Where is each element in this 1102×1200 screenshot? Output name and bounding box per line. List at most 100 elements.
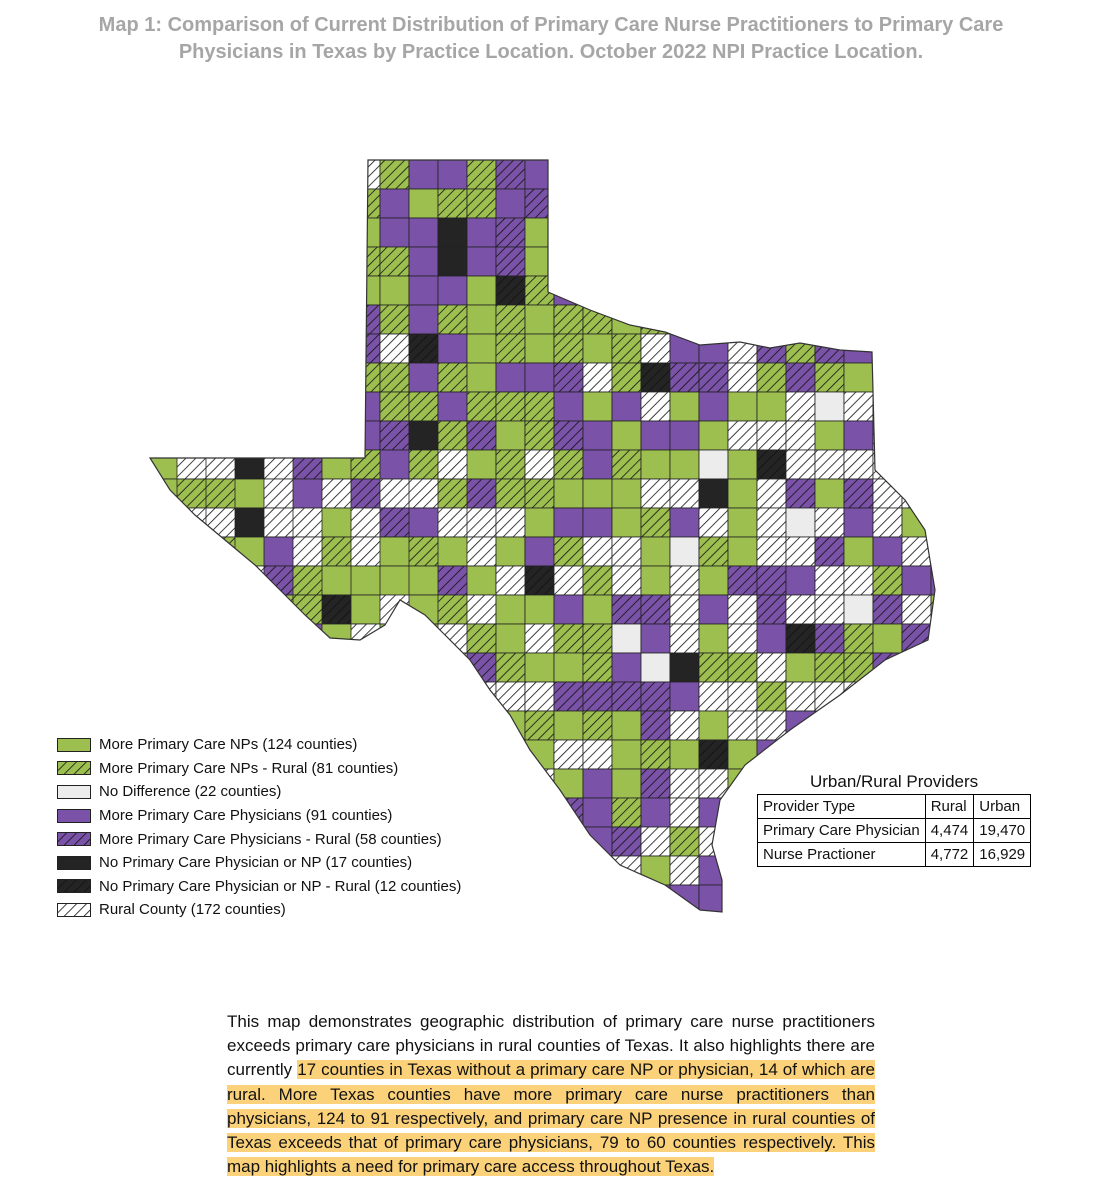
county (640, 246, 671, 277)
county (727, 449, 758, 480)
county (150, 623, 195, 654)
county (234, 333, 265, 364)
county (930, 652, 935, 683)
county (611, 855, 642, 886)
county (150, 565, 195, 596)
county (640, 739, 671, 770)
county (150, 420, 178, 451)
county (150, 536, 195, 567)
county (727, 826, 758, 857)
county (756, 623, 787, 654)
county (176, 623, 224, 654)
county (553, 217, 584, 248)
county (640, 826, 671, 857)
county (843, 275, 874, 306)
county (321, 362, 352, 393)
table: Provider Type Rural Urban Primary Care Phy… (757, 794, 1032, 867)
county (727, 507, 758, 538)
county (466, 739, 497, 770)
county (814, 217, 845, 248)
county (901, 362, 932, 393)
county (814, 623, 845, 654)
county (785, 449, 816, 480)
county (553, 391, 584, 422)
county (814, 594, 845, 625)
county (872, 884, 903, 912)
county (669, 826, 700, 857)
county (292, 160, 323, 190)
county (524, 160, 555, 190)
county (785, 160, 816, 190)
county (698, 594, 729, 625)
county (872, 449, 903, 480)
county (640, 420, 671, 451)
county (582, 333, 613, 364)
county (176, 681, 224, 712)
county (611, 768, 642, 799)
county (205, 681, 253, 712)
county (640, 884, 671, 912)
county (930, 333, 935, 364)
county (495, 160, 526, 190)
county (437, 217, 468, 248)
county (553, 884, 584, 912)
highlighted-text: 17 counties in Texas without a primary c… (227, 1060, 875, 1177)
county (466, 884, 497, 912)
county (263, 160, 294, 190)
county (524, 710, 555, 741)
county (495, 739, 526, 770)
county (467, 914, 496, 943)
legend-item: More Primary Care Physicians - Rural (58… (57, 827, 461, 851)
county (727, 652, 758, 683)
provider-table: Urban/Rural Providers Provider Type Rural… (757, 772, 1032, 867)
county (582, 275, 613, 306)
county (727, 188, 758, 219)
county (640, 478, 671, 509)
county (843, 884, 874, 912)
county (205, 333, 236, 364)
county (234, 391, 265, 422)
county (582, 246, 613, 277)
county (582, 710, 613, 741)
county (495, 536, 526, 567)
county (641, 914, 670, 943)
county (466, 391, 497, 422)
county (176, 391, 207, 422)
county (786, 914, 815, 943)
county (698, 160, 729, 190)
county (902, 914, 931, 943)
swatch (57, 832, 91, 847)
county (698, 710, 729, 741)
county (669, 420, 700, 451)
table-body: Primary Care Physician 4,474 19,470 Nurse P… (757, 818, 1032, 867)
county (466, 623, 497, 654)
county (814, 710, 845, 741)
county (698, 478, 729, 509)
county (292, 333, 323, 364)
county (553, 536, 584, 567)
county (669, 275, 700, 306)
county (495, 478, 526, 509)
county (176, 565, 224, 596)
county (669, 246, 700, 277)
county (669, 507, 700, 538)
county (205, 362, 236, 393)
county (612, 914, 641, 943)
description: This map demonstrates geographic distrib… (227, 1010, 875, 1179)
county (930, 420, 935, 451)
county (785, 507, 816, 538)
county (611, 362, 642, 393)
county (873, 914, 902, 943)
county (872, 275, 903, 306)
county (756, 565, 787, 596)
county (640, 768, 671, 799)
county (843, 652, 874, 683)
county (205, 304, 236, 335)
county (872, 565, 903, 596)
county (150, 217, 178, 248)
county (466, 507, 497, 538)
county (437, 275, 468, 306)
table-cell: 4,474 (924, 818, 975, 843)
county (205, 275, 236, 306)
swatch (57, 902, 91, 917)
